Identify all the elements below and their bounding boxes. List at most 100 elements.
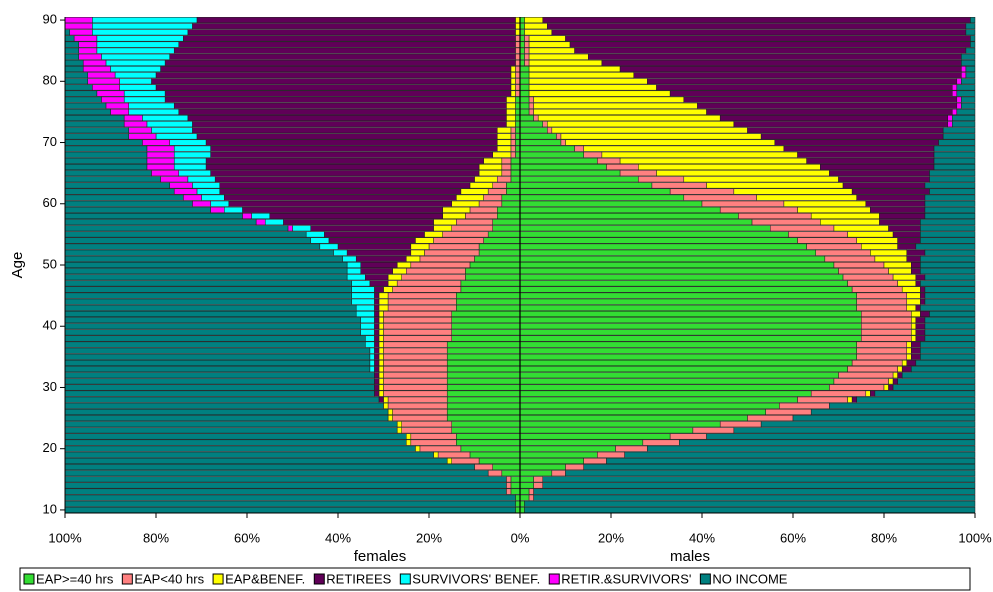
bar-segment [383, 378, 448, 385]
bar-segment [64, 396, 380, 403]
bar-segment [474, 464, 493, 471]
bar-segment [446, 359, 521, 366]
bar-segment [64, 206, 211, 213]
bar-segment [346, 268, 362, 275]
bar-segment [519, 506, 525, 513]
bar-segment [515, 29, 521, 36]
bar-segment [164, 96, 507, 103]
bar-segment [465, 274, 521, 281]
legend-swatch [699, 573, 711, 585]
bar-segment [324, 231, 425, 238]
bar-segment [92, 29, 189, 36]
bar-segment [474, 255, 521, 262]
bar-segment [451, 200, 480, 207]
bar-segment [528, 488, 534, 495]
bar-segment [601, 151, 798, 158]
bar-segment [378, 378, 384, 385]
bar-segment [178, 41, 516, 48]
bar-segment [879, 219, 921, 226]
bar-segment [123, 96, 166, 103]
bar-segment [328, 237, 416, 244]
bar-segment [920, 219, 976, 226]
bar-segment [856, 341, 908, 348]
bar-segment [374, 317, 380, 324]
bar-segment [933, 157, 976, 164]
bar-segment [160, 66, 512, 73]
bar-segment [519, 78, 530, 85]
legend-label: SURVIVORS' BENEF. [412, 571, 540, 586]
bar-segment [387, 402, 448, 409]
bar-segment [733, 121, 948, 128]
bar-segment [64, 115, 125, 122]
bar-segment [583, 151, 603, 158]
bar-segment [64, 151, 148, 158]
bar-segment [519, 396, 798, 403]
bar-segment [187, 176, 216, 183]
bar-segment [519, 219, 753, 226]
bar-segment [519, 329, 862, 336]
bar-segment [719, 206, 798, 213]
bar-segment [528, 494, 534, 501]
bar-segment [683, 176, 839, 183]
bar-segment [396, 421, 402, 428]
bar-segment [173, 102, 507, 109]
bar-segment [374, 390, 380, 397]
bar-segment [333, 249, 348, 256]
bar-segment [547, 127, 553, 134]
bar-segment [519, 182, 653, 189]
bar-segment [920, 286, 926, 293]
y-tick-label: 30 [43, 379, 57, 394]
bar-segment [647, 445, 976, 452]
bar-segment [64, 59, 84, 66]
bar-segment [128, 127, 152, 134]
bar-segment [519, 292, 857, 299]
bar-segment [515, 115, 521, 122]
x-tick-label: 80% [143, 530, 169, 545]
bar-segment [920, 353, 976, 360]
bar-segment [947, 115, 953, 122]
bar-segment [524, 59, 530, 66]
bar-segment [861, 329, 912, 336]
bar-segment [810, 390, 867, 397]
bar-segment [515, 78, 521, 85]
x-tick-label: 100% [48, 530, 82, 545]
bar-segment [305, 231, 325, 238]
bar-segment [64, 280, 352, 287]
bar-segment [920, 255, 976, 262]
bar-segment [760, 421, 976, 428]
bar-segment [683, 96, 958, 103]
bar-segment [510, 176, 521, 183]
bar-segment [383, 317, 452, 324]
bar-segment [524, 47, 530, 54]
bar-segment [87, 78, 120, 85]
bar-segment [392, 408, 448, 415]
bar-segment [528, 72, 634, 79]
bar-segment [519, 176, 639, 183]
side-label: males [670, 548, 710, 565]
y-tick-label: 80 [43, 73, 57, 88]
bar-segment [619, 170, 657, 177]
bar-segment [924, 286, 976, 293]
bar-segment [164, 90, 512, 97]
bar-segment [456, 439, 521, 446]
bar-segment [615, 445, 648, 452]
bar-segment [506, 488, 512, 495]
bar-segment [151, 170, 179, 177]
bar-segment [606, 164, 639, 171]
bar-segment [942, 133, 976, 140]
bar-segment [519, 59, 525, 66]
bar-segment [410, 249, 425, 256]
bar-segment [369, 366, 375, 373]
bar-segment [383, 286, 393, 293]
legend-swatch [121, 573, 133, 585]
bar-segment [392, 286, 462, 293]
bar-segment [965, 29, 976, 36]
bar-segment [519, 353, 857, 360]
bar-segment [515, 84, 521, 91]
bar-segment [64, 384, 375, 391]
bar-segment [73, 35, 98, 42]
bar-segment [833, 261, 885, 269]
bar-segment [355, 255, 407, 262]
bar-segment [64, 390, 375, 397]
